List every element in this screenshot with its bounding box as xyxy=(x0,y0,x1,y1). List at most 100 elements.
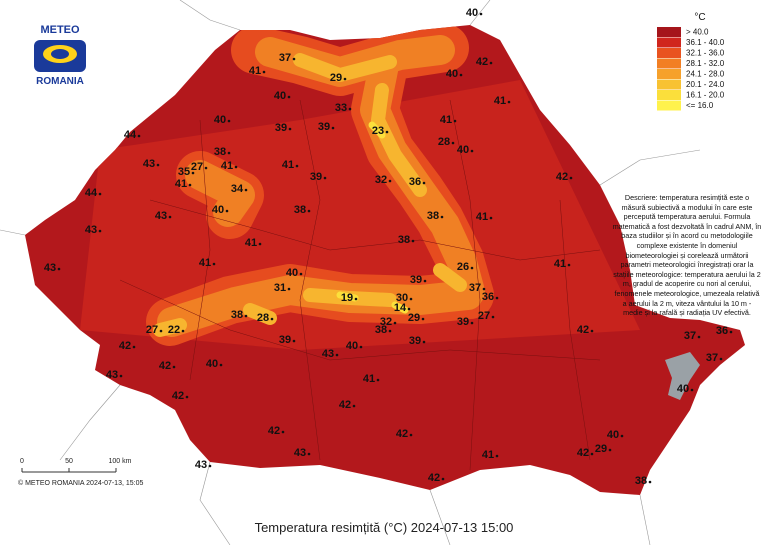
station-value: 40 xyxy=(466,7,478,19)
station-value: 41 xyxy=(199,257,211,269)
station-value: 31 xyxy=(274,282,286,294)
station-dot xyxy=(590,452,594,456)
station-value: 39 xyxy=(275,122,287,134)
station-dot xyxy=(411,239,415,243)
station-dot xyxy=(495,454,499,458)
station-dot xyxy=(191,171,195,175)
station-value: 40 xyxy=(607,429,619,441)
station-dot xyxy=(690,388,694,392)
station-dot xyxy=(227,119,231,123)
station-value: 36 xyxy=(482,291,494,303)
station-dot xyxy=(409,297,413,301)
station-dot xyxy=(491,315,495,319)
station-value: 38 xyxy=(398,234,410,246)
station-value: 41 xyxy=(482,449,494,461)
station-dot xyxy=(225,209,229,213)
station-value: 38 xyxy=(231,309,243,321)
station-dot xyxy=(292,57,296,61)
station-value: 22 xyxy=(168,324,180,336)
station-dot xyxy=(569,176,573,180)
station-value: 28 xyxy=(438,136,450,148)
station-value: 39 xyxy=(409,335,421,347)
legend-label: 24.1 - 28.0 xyxy=(686,70,725,79)
station-dot xyxy=(132,345,136,349)
legend-swatch xyxy=(657,79,681,90)
station-value: 40 xyxy=(457,144,469,156)
station-dot xyxy=(258,242,262,246)
station-dot xyxy=(482,287,486,291)
scale-bar: 0 50 100 km © METEO ROMANIA 2024-07-13, … xyxy=(18,458,143,487)
station-dot xyxy=(348,107,352,111)
station-dot xyxy=(421,317,425,321)
station-value: 29 xyxy=(595,443,607,455)
station-value: 40 xyxy=(286,267,298,279)
station-dot xyxy=(244,188,248,192)
legend-label: 28.1 - 32.0 xyxy=(686,59,725,68)
station-value: 23 xyxy=(372,125,384,137)
legend-swatch xyxy=(657,58,681,69)
station-value: 42 xyxy=(577,447,589,459)
station-dot xyxy=(489,61,493,65)
station-dot xyxy=(323,176,327,180)
station-value: 43 xyxy=(85,224,97,236)
station-dot xyxy=(185,395,189,399)
description: Descriere: temperatura resimțită este o … xyxy=(612,193,762,318)
station-value: 26 xyxy=(457,261,469,273)
station-dot xyxy=(440,215,444,219)
station-value: 41 xyxy=(249,65,261,77)
station-value: 41 xyxy=(175,178,187,190)
station-dot xyxy=(729,330,733,334)
station-dot xyxy=(159,329,163,333)
legend-swatch xyxy=(657,90,681,100)
station-value: 29 xyxy=(330,72,342,84)
station-value: 39 xyxy=(457,316,469,328)
station-value: 43 xyxy=(195,459,207,471)
station-dot xyxy=(98,192,102,196)
station-dot xyxy=(181,329,185,333)
station-value: 43 xyxy=(44,262,56,274)
station-dot xyxy=(470,321,474,325)
station-dot xyxy=(57,267,61,271)
station-value: 39 xyxy=(279,334,291,346)
station-value: 27 xyxy=(191,161,203,173)
station-dot xyxy=(608,448,612,452)
legend-label: 32.1 - 36.0 xyxy=(686,49,725,58)
station-value: 39 xyxy=(310,171,322,183)
station-dot xyxy=(376,378,380,382)
station-value: 38 xyxy=(375,324,387,336)
station-dot xyxy=(137,134,141,138)
station-value: 36 xyxy=(409,176,421,188)
legend-swatch xyxy=(657,48,681,58)
station-value: 43 xyxy=(294,447,306,459)
station-dot xyxy=(459,73,463,77)
station-value: 41 xyxy=(494,95,506,107)
station-dot xyxy=(620,434,624,438)
station-dot xyxy=(292,339,296,343)
station-dot xyxy=(422,181,426,185)
station-dot xyxy=(287,95,291,99)
station-dot xyxy=(156,163,160,167)
station-dot xyxy=(299,272,303,276)
logo: METEO ROMANIA xyxy=(34,24,86,87)
station-dot xyxy=(441,477,445,481)
station-dot xyxy=(407,307,411,311)
legend-label: 36.1 - 40.0 xyxy=(686,38,725,47)
station-dot xyxy=(453,119,457,123)
station-value: 42 xyxy=(396,428,408,440)
station-value: 41 xyxy=(554,258,566,270)
station-value: 41 xyxy=(245,237,257,249)
station-value: 39 xyxy=(410,274,422,286)
station-dot xyxy=(423,279,427,283)
copyright: © METEO ROMANIA 2024-07-13, 15:05 xyxy=(18,479,143,487)
legend-label: > 40.0 xyxy=(686,28,709,37)
station-value: 38 xyxy=(294,204,306,216)
station-dot xyxy=(172,365,176,369)
scale-label: 50 xyxy=(65,458,73,465)
station-dot xyxy=(307,452,311,456)
station-dot xyxy=(409,433,413,437)
station-dot xyxy=(590,329,594,333)
legend-swatch xyxy=(657,69,681,79)
